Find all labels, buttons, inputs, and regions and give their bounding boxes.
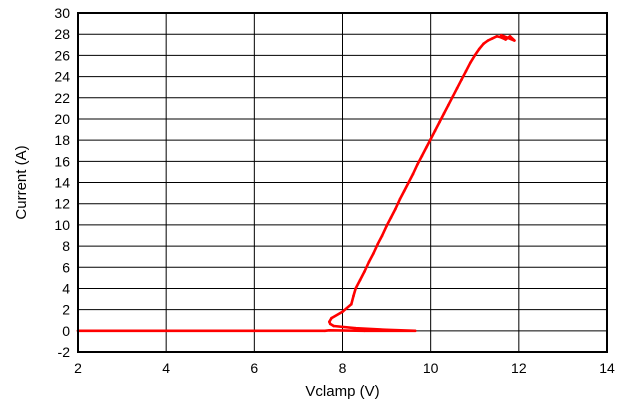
- data-point: [491, 37, 494, 40]
- data-point: [352, 294, 355, 298]
- x-tick-label: 10: [423, 360, 439, 376]
- y-tick-label: 12: [54, 196, 70, 212]
- data-point: [328, 329, 331, 332]
- data-point: [411, 172, 415, 176]
- data-point: [376, 242, 380, 246]
- y-tick-label: 24: [54, 69, 70, 85]
- data-point: [402, 189, 406, 193]
- data-point: [464, 70, 468, 73]
- data-point: [363, 270, 366, 273]
- data-point: [499, 36, 503, 39]
- y-axis-label: Current (A): [13, 145, 30, 219]
- y-tick-label: 20: [54, 111, 70, 127]
- data-point: [495, 35, 499, 38]
- data-point: [350, 303, 353, 306]
- data-point: [442, 112, 446, 115]
- data-point: [253, 329, 256, 333]
- y-tick-label: 28: [54, 26, 70, 42]
- data-point: [398, 198, 402, 201]
- data-point: [447, 103, 450, 107]
- y-tick-label: 14: [54, 175, 70, 191]
- data-point: [367, 260, 371, 264]
- x-tick-label: 14: [599, 360, 615, 376]
- data-point: [460, 78, 463, 81]
- y-tick-label: 22: [54, 90, 70, 106]
- data-point: [330, 316, 333, 320]
- y-tick-label: 2: [62, 302, 70, 318]
- data-point: [358, 278, 362, 282]
- x-tick-label: 6: [250, 360, 258, 376]
- data-point: [513, 39, 516, 42]
- x-tick-label: 12: [511, 360, 527, 376]
- data-point: [385, 224, 388, 228]
- data-point: [477, 47, 481, 51]
- data-point: [438, 120, 441, 124]
- data-point: [482, 42, 485, 45]
- y-tick-label: -2: [58, 344, 71, 360]
- data-point: [455, 86, 459, 90]
- data-point: [354, 287, 358, 290]
- data-point: [486, 39, 490, 42]
- data-point: [372, 252, 375, 255]
- y-tick-label: 6: [62, 259, 70, 275]
- data-point: [363, 329, 366, 333]
- data-series: [76, 33, 516, 333]
- gridlines: [77, 12, 608, 353]
- data-point: [420, 154, 424, 158]
- plot-frame: [77, 12, 608, 353]
- data-point: [508, 35, 512, 38]
- data-point: [389, 216, 393, 219]
- x-axis-label: Vclamp (V): [305, 383, 379, 400]
- y-tick-label: 16: [54, 153, 70, 169]
- y-tick-label: 30: [54, 5, 70, 21]
- x-tick-label: 2: [74, 360, 82, 376]
- data-point: [380, 234, 384, 237]
- y-tick-label: 0: [62, 323, 70, 339]
- data-point: [354, 326, 358, 330]
- data-point: [451, 95, 455, 98]
- data-point: [394, 207, 397, 211]
- data-point: [332, 324, 336, 328]
- data-point: [407, 181, 410, 184]
- data-point: [499, 33, 503, 37]
- y-tick-label: 4: [62, 280, 70, 296]
- data-point: [473, 54, 477, 57]
- data-point: [429, 137, 433, 141]
- y-tick-label: 26: [54, 47, 70, 63]
- data-point: [341, 310, 344, 314]
- data-point: [323, 329, 327, 333]
- y-tick-label: 18: [54, 132, 70, 148]
- y-tick-label: 8: [62, 238, 70, 254]
- data-point: [433, 129, 437, 132]
- data-point: [425, 146, 428, 149]
- data-point: [413, 329, 417, 333]
- data-point: [416, 163, 419, 166]
- x-tick-labels: 2 4 6 8 10 12 14: [74, 360, 615, 376]
- data-point: [328, 320, 331, 324]
- data-point: [385, 328, 388, 332]
- data-point: [164, 329, 168, 333]
- x-tick-label: 8: [339, 360, 347, 376]
- data-point: [469, 61, 472, 65]
- data-point: [328, 322, 332, 326]
- x-tick-label: 4: [162, 360, 170, 376]
- data-point: [504, 38, 507, 41]
- y-tick-label: 10: [54, 217, 70, 233]
